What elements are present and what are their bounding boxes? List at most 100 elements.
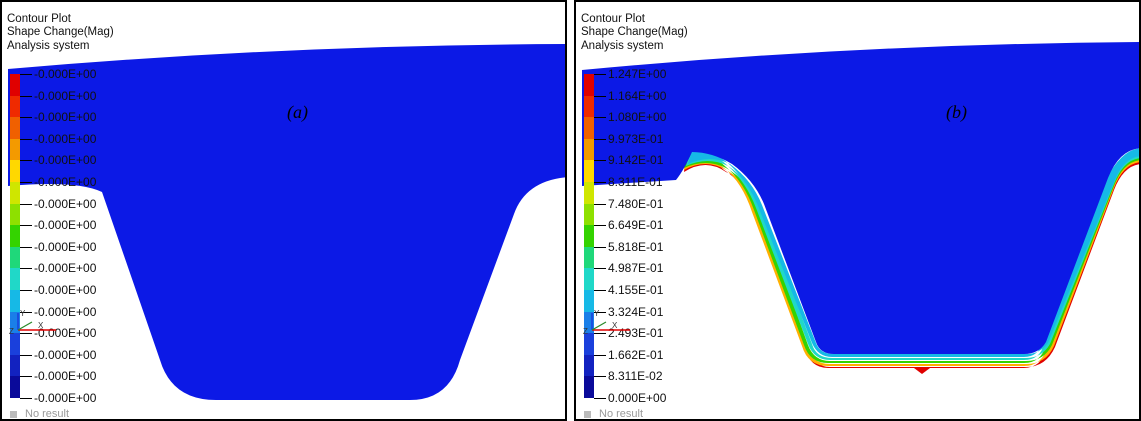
axis-y-label: Y	[20, 309, 26, 318]
plot-title: Contour Plot	[581, 13, 645, 25]
legend-tick	[594, 333, 606, 335]
plot-result-type: Shape Change(Mag)	[7, 26, 114, 39]
plot-title: Contour Plot	[7, 13, 71, 25]
axis-y-label: Y	[594, 309, 600, 318]
legend-color-swatch	[584, 225, 594, 247]
legend-color-swatch	[584, 290, 594, 312]
legend-value-label: -0.000E+00	[34, 304, 97, 319]
legend-tick	[20, 117, 32, 119]
legend-value-label: 4.155E-01	[608, 283, 664, 297]
legend-tick	[20, 160, 32, 162]
legend-no-result: No result	[584, 408, 644, 420]
figure-label-a: (a)	[287, 102, 308, 122]
legend-value-label: 1.247E+00	[608, 67, 667, 81]
plot-result-type: Shape Change(Mag)	[581, 26, 688, 39]
legend-color-swatch	[584, 117, 594, 139]
legend-color-swatch	[584, 138, 594, 161]
legend-tick	[20, 311, 32, 313]
legend-tick	[594, 225, 606, 227]
legend-tick	[20, 225, 32, 227]
legend-tick	[20, 95, 32, 97]
legend-color-swatch	[10, 203, 20, 226]
legend-tick	[594, 182, 606, 183]
legend-color-swatch	[10, 311, 20, 334]
legend-value-label: -0.000E+00	[34, 391, 97, 405]
legend-color-swatch	[10, 117, 20, 139]
legend-color-swatch	[10, 333, 20, 355]
legend-value-label: 8.311E-02	[608, 369, 663, 384]
legend-value-label: 0.000E+00	[608, 391, 667, 405]
legend-value-label: -0.000E+00	[34, 88, 97, 103]
legend-value-label: 9.142E-01	[608, 153, 664, 168]
no-result-swatch	[10, 410, 17, 418]
legend-color-swatch	[10, 138, 20, 161]
bottom-notch	[914, 368, 930, 374]
legend-color-swatch	[584, 203, 594, 226]
legend-value-label: 1.164E+00	[608, 88, 667, 103]
legend-value-label: 4.987E-01	[608, 261, 664, 276]
legend-color-swatch	[10, 290, 20, 312]
legend-color-swatch	[10, 95, 20, 118]
legend-tick	[20, 333, 32, 335]
legend-color-swatch	[10, 160, 20, 182]
contour-legend-b: 1.247E+00 1.164E+00 1.080E+00 9.973E-01 9.14…	[584, 68, 724, 419]
no-result-label: No result	[25, 408, 70, 420]
legend-tick	[594, 354, 606, 356]
legend-value-label: -0.000E+00	[34, 261, 97, 276]
plot-header: Contour Plot Shape Change(Mag) Analysis …	[581, 13, 688, 53]
legend-tick	[20, 354, 32, 356]
axis-z-label: Z	[9, 327, 14, 336]
legend-tick	[20, 203, 32, 205]
legend-value-label: -0.000E+00	[34, 347, 97, 362]
legend-tick	[20, 290, 32, 291]
legend-value-label: 3.324E-01	[608, 304, 664, 319]
shape-change-contour-a	[8, 44, 565, 400]
legend-color-swatch	[584, 376, 594, 398]
legend-color-swatch	[10, 74, 20, 96]
legend-value-label: 8.311E-01	[608, 175, 663, 189]
legend-color-swatch	[10, 376, 20, 398]
legend-tick	[594, 74, 606, 75]
axis-triad-icon: Y Z X	[8, 308, 78, 350]
legend-tick	[20, 182, 32, 183]
legend-color-swatch	[584, 160, 594, 182]
legend-color-swatch	[10, 354, 20, 377]
legend-value-label: 7.480E-01	[608, 196, 664, 211]
contour-plot-panel-a: Contour Plot Shape Change(Mag) Analysis …	[0, 0, 567, 421]
legend-value-label: -0.000E+00	[34, 175, 97, 189]
legend-color-swatch	[584, 268, 594, 290]
axis-z-label: Z	[583, 327, 588, 336]
legend-tick	[20, 138, 32, 140]
legend-color-swatch	[10, 182, 20, 204]
legend-value-label: -0.000E+00	[34, 110, 97, 125]
axis-x-label: X	[38, 321, 44, 330]
no-result-swatch	[584, 410, 591, 418]
legend-tick	[594, 311, 606, 313]
legend-tick	[594, 95, 606, 97]
legend-value-label: -0.000E+00	[34, 239, 97, 254]
plot-coordinate-system: Analysis system	[581, 39, 664, 52]
legend-tick	[20, 268, 32, 270]
legend-tick	[594, 246, 606, 248]
legend-value-label: -0.000E+00	[34, 153, 97, 168]
legend-value-label: 6.649E-01	[608, 218, 664, 233]
legend-value-label: 5.818E-01	[608, 239, 664, 254]
legend-tick	[594, 398, 606, 399]
no-result-label: No result	[599, 408, 644, 420]
legend-tick	[594, 290, 606, 291]
legend-tick	[20, 376, 32, 378]
legend-value-label: -0.000E+00	[34, 131, 97, 146]
legend-value-label: -0.000E+00	[34, 196, 97, 211]
legend-color-swatch	[584, 246, 594, 269]
legend-tick	[20, 74, 32, 75]
legend-color-swatch	[10, 225, 20, 247]
legend-value-label: -0.000E+00	[34, 283, 97, 297]
legend-tick	[20, 246, 32, 248]
legend-value-label: -0.000E+00	[34, 369, 97, 384]
legend-color-swatch	[584, 311, 594, 334]
legend-tick	[594, 160, 606, 162]
legend-value-label: 1.662E-01	[608, 347, 664, 362]
legend-color-swatch	[584, 95, 594, 118]
legend-value-label: 9.973E-01	[608, 131, 664, 146]
axis-x-label: X	[612, 321, 618, 330]
